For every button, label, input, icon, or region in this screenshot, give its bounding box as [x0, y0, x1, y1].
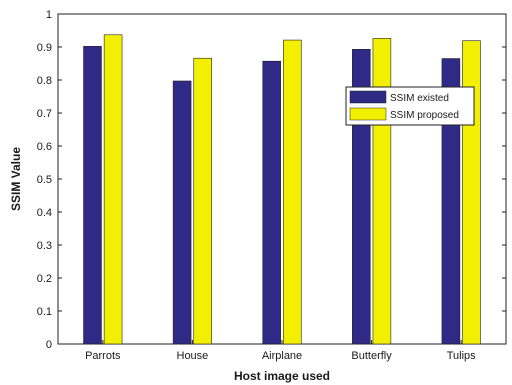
bar-ssim-proposed — [462, 40, 481, 345]
x-tick-label: Parrots — [85, 350, 121, 362]
y-axis-ticks: 0 0.1 0.2 0.3 0.4 0.5 0.6 0.7 0.8 0.9 1 — [37, 9, 506, 351]
y-tick-label: 0.6 — [37, 141, 52, 153]
y-tick-label: 0.1 — [37, 306, 52, 318]
x-axis-ticks: Parrots House Airplane Butterfly Tulips — [85, 340, 476, 362]
legend-swatch-existed — [349, 90, 387, 104]
y-axis-title: SSIM Value — [9, 147, 23, 211]
legend-label-existed: SSIM existed — [390, 93, 449, 104]
y-tick-label: 1 — [46, 9, 52, 21]
y-tick-label: 0.8 — [37, 75, 52, 87]
x-tick-label: Butterfly — [351, 350, 392, 362]
bar-ssim-proposed — [283, 39, 302, 345]
x-tick-label: House — [177, 350, 209, 362]
y-tick-label: 0.4 — [37, 207, 52, 219]
bar-ssim-proposed — [372, 38, 392, 345]
y-tick-label: 0.2 — [37, 273, 52, 285]
y-tick-label: 0.5 — [37, 174, 52, 186]
legend: SSIM existed SSIM proposed — [345, 86, 475, 126]
bar-ssim-existed — [262, 60, 281, 345]
bar-ssim-existed — [441, 58, 461, 345]
y-tick-label: 0 — [46, 339, 52, 351]
bar-ssim-proposed — [193, 57, 212, 345]
legend-swatch-proposed — [349, 107, 387, 121]
bar-ssim-proposed — [103, 34, 123, 345]
plot-area — [57, 13, 507, 345]
bar-ssim-existed — [172, 80, 192, 345]
x-tick-label: Airplane — [262, 350, 302, 362]
bar-ssim-existed — [83, 46, 102, 345]
legend-label-proposed: SSIM proposed — [390, 110, 459, 121]
y-tick-label: 0.3 — [37, 240, 52, 252]
y-tick-label: 0.7 — [37, 108, 52, 120]
y-tick-label: 0.9 — [37, 42, 52, 54]
x-axis-title: Host image used — [234, 369, 330, 383]
x-tick-label: Tulips — [447, 350, 476, 362]
